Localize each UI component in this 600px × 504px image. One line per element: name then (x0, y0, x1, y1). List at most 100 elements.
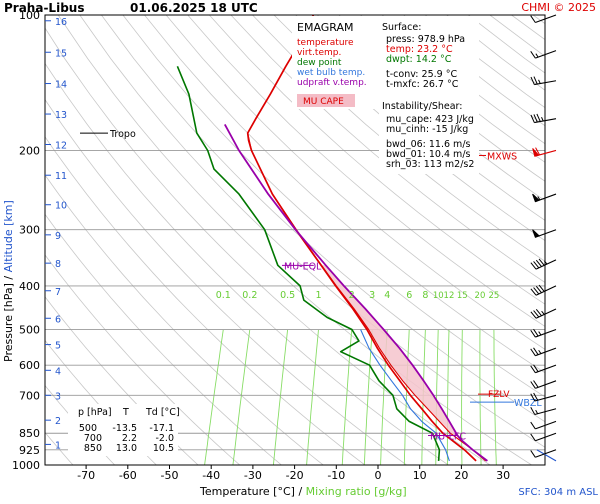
wind-barb-staff (535, 348, 556, 356)
wind-barb (531, 77, 556, 85)
altitude-tick-label: 2 (55, 416, 61, 427)
wind-barb (531, 433, 556, 441)
altitude-tick-label: 3 (55, 391, 61, 402)
mixing-ratio-label: 25 (489, 291, 500, 301)
wind-barb-half-flag (542, 311, 545, 314)
level-table-header-dewpoint: Td [°C] (145, 407, 180, 418)
pressure-tick-label: 300 (19, 224, 40, 237)
instability-title: Instability/Shear: (382, 101, 462, 112)
dry-adiabat-line (555, 15, 600, 465)
wind-barb-staff (535, 433, 556, 441)
temperature-tick-label: 10 (413, 469, 427, 482)
legend: EMAGRAM temperature virt.temp. dew point… (292, 16, 379, 109)
temperature-tick-label: -20 (286, 469, 304, 482)
altitude-tick-label: 13 (55, 110, 67, 121)
mixing-ratio-label: 10 (433, 291, 444, 301)
wind-barb-half-flag (536, 54, 538, 57)
mixing-ratio-label: 2 (349, 290, 355, 301)
mixing-ratio-label: 3 (369, 290, 375, 301)
mixing-ratio-line (462, 330, 463, 466)
mixing-ratio-label: 1 (316, 290, 322, 301)
mixed-temperature: t-mxfc: 26.7 °C (386, 79, 459, 90)
level-table-header-temp: T (122, 407, 129, 418)
legend-title: EMAGRAM (297, 21, 354, 34)
legend-dewpoint: dew point (297, 58, 342, 68)
mixing-ratio-lines (205, 330, 497, 466)
wind-barb (531, 348, 556, 356)
temperature-tick-label: -70 (77, 469, 95, 482)
mu-cape-badge-label: MU CAPE (303, 97, 344, 107)
wind-barb-staff (536, 309, 556, 318)
altitude-tick-label: 12 (55, 141, 67, 152)
mixing-ratio-label: 15 (457, 291, 468, 301)
info-panel: Surface: press: 978.9 hPa temp: 23.2 °C … (379, 16, 479, 174)
dry-adiabat-line (576, 15, 600, 465)
dry-adiabat-line (0, 15, 281, 465)
wind-barb (531, 329, 556, 337)
temperature-tick-label: 30 (496, 469, 510, 482)
wind-barb-half-flag (539, 350, 541, 353)
x-axis-title-temperature: Temperature [°C] (199, 485, 295, 498)
legend-virtual-temperature: virt.temp. (297, 48, 341, 58)
observation-datetime: 01.06.2025 18 UTC (130, 1, 258, 15)
altitude-tick-label: 10 (55, 201, 67, 212)
surface-title: Surface: (382, 22, 421, 33)
pressure-tick-label: 600 (19, 359, 40, 372)
wind-barb-flag (531, 422, 536, 429)
temperature-tick-label: -40 (202, 469, 220, 482)
y-axis-title: Pressure [hPa] / Altitude [km] (2, 200, 15, 362)
wind-barbs (531, 15, 556, 461)
wind-barb (531, 309, 556, 318)
legend-updraft: udpraft v.temp. (297, 78, 367, 88)
mixing-ratio-line (273, 330, 287, 466)
mu-lfc-label: MU-LFC (430, 432, 466, 443)
dry-adiabat-line (0, 15, 323, 465)
fzl-label: FZLV (488, 390, 510, 400)
level-table-cell: 850 (84, 443, 102, 454)
wind-barb-flag (531, 450, 536, 457)
mixing-ratio-label: 4 (384, 290, 390, 301)
altitude-tick-label: 9 (55, 231, 61, 242)
wind-barb (531, 421, 556, 429)
temperature-tick-label: 0 (375, 469, 382, 482)
pressure-tick-label: 400 (19, 280, 40, 293)
temperature-tick-label: -10 (327, 469, 345, 482)
altitude-tick-label: 16 (55, 17, 67, 28)
surface-elevation-label: SFC: 304 m ASL (518, 487, 598, 498)
level-table-cell: 10.5 (153, 443, 174, 454)
wind-barb-flag (531, 115, 534, 123)
y-axis-title-pressure: Pressure [hPa] (2, 283, 15, 362)
wind-barb-staff (536, 260, 556, 269)
wind-barb-staff (535, 421, 556, 429)
wind-barb-pennant (533, 230, 539, 238)
mixing-ratio-label: 0.5 (280, 290, 295, 301)
mixing-ratio-line (205, 330, 224, 466)
mixing-ratio-label: 8 (422, 290, 428, 301)
pressure-tick-label: 100 (19, 9, 40, 22)
temperature-tick-label: -50 (161, 469, 179, 482)
wind-barb-flag (531, 16, 536, 23)
pressure-tick-label: 925 (19, 444, 40, 457)
mixing-ratio-label: 6 (406, 290, 412, 301)
wind-barb (533, 148, 556, 157)
altitude-tick-label: 4 (55, 366, 61, 377)
mu-eql-label: MU-EQL (284, 261, 322, 272)
pressure-tick-label: 200 (19, 144, 40, 157)
mixing-ratio-line (447, 330, 449, 466)
x-axis-title-mixing: Mixing ratio [g/kg] (306, 485, 407, 498)
x-axis-title: Temperature [°C] / Mixing ratio [g/kg] (199, 485, 407, 498)
station-name: Praha-Libus (4, 1, 84, 15)
wind-barb (531, 393, 556, 401)
altitude-tick-label: 15 (55, 48, 67, 59)
altitude-tick-label: 11 (55, 171, 67, 182)
altitude-tick-label: 1 (55, 440, 61, 451)
altitude-tick-label: 8 (55, 259, 61, 270)
mixing-ratio-label: 20 (475, 291, 486, 301)
mxws-label: MXWS (487, 151, 517, 162)
wind-barb (533, 230, 556, 238)
pressure-tick-label: 850 (19, 427, 40, 440)
mixing-ratio-label: 12 (444, 291, 455, 301)
